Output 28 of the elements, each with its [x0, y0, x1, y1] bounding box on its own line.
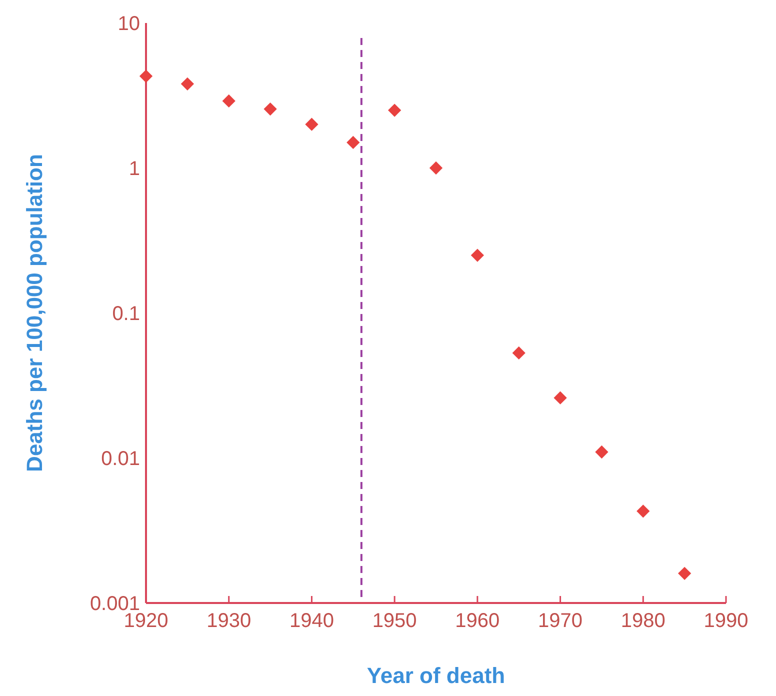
point	[678, 566, 692, 580]
point	[554, 391, 567, 404]
point	[305, 118, 318, 131]
y-axis-title: Deaths per 100,000 population	[22, 154, 47, 472]
x-tick-label: 1920	[124, 610, 168, 632]
point	[346, 136, 360, 150]
x-tick-label: 1980	[620, 610, 666, 632]
point	[512, 346, 526, 360]
x-tick-label: 1930	[206, 610, 252, 632]
point	[429, 161, 443, 175]
point	[636, 504, 650, 518]
y-tick-label: 0.1	[112, 303, 140, 325]
y-tick-label: 0.01	[101, 448, 140, 470]
x-tick-label: 1960	[455, 610, 500, 632]
x-tick-label: 1990	[704, 610, 748, 632]
x-tick-label: 1950	[372, 610, 417, 632]
point	[595, 445, 608, 459]
point	[264, 102, 277, 116]
y-tick-label: 1	[128, 158, 140, 180]
point	[139, 70, 153, 83]
x-tick-label: 1970	[538, 610, 583, 632]
point	[470, 248, 484, 262]
point	[388, 104, 402, 117]
x-tick-label: 1940	[289, 610, 334, 632]
point	[180, 77, 194, 90]
x-axis-title: Year of death	[366, 663, 506, 688]
point	[222, 94, 236, 108]
y-tick-label: 10	[118, 13, 140, 35]
